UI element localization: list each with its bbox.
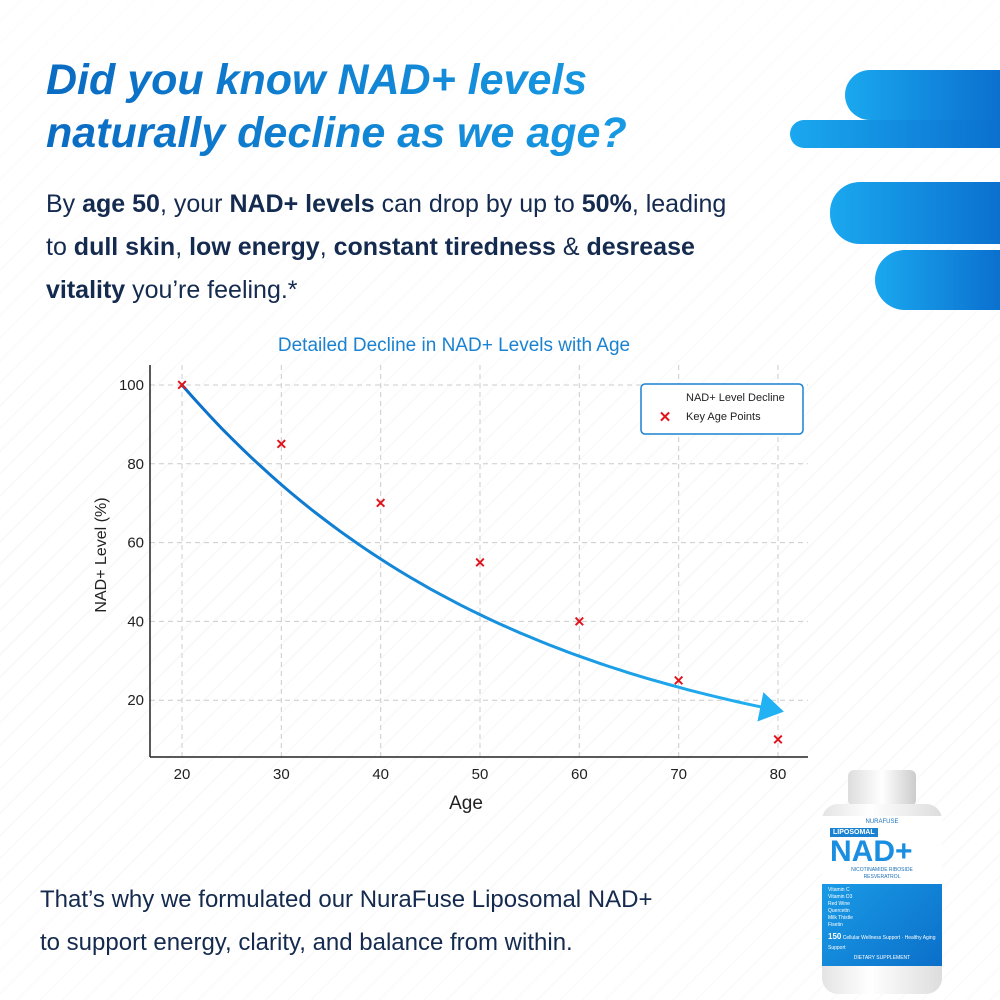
intro-bold: 50% [581,190,632,218]
y-axis-label: NAD+ Level (%) [93,497,110,612]
legend-label: NAD+ Level Decline [686,392,785,404]
intro-bold: NAD+ levels [229,190,375,218]
closing-line2: to support energy, clarity, and balance … [40,929,573,956]
y-tick-label: 80 [127,456,144,473]
x-tick-label: 60 [571,766,588,783]
intro-part: you’re feeling.* [125,276,298,304]
bottle-ingredients: Vitamin C Vitamin D3 Red Wine Quercetin Milk… [828,887,936,929]
bottle-claims: Cellular Wellness Support · Healthy Agin… [828,935,936,951]
bottle-subtitle: NICOTINAMIDE RIBOSIDE [851,867,913,873]
intro-bold: low energy [189,233,320,261]
x-tick-label: 80 [770,766,787,783]
x-tick-label: 30 [273,766,290,783]
y-tick-label: 40 [127,613,144,630]
bottle-ingredient: Vitamin C [828,887,850,893]
x-tick-label: 70 [670,766,687,783]
intro-part: , leading to [46,190,727,261]
bottle-ingredient: Milk Thistle [828,915,853,921]
data-point-key-age: ✕ [673,673,685,689]
bottle-ingredient: Fisetin [828,922,843,928]
intro-part: , [175,233,190,261]
y-tick-label: 100 [119,377,144,394]
y-tick-label: 60 [127,535,144,552]
decor-stripe [875,250,1000,310]
intro-bold: dull skin [73,233,176,261]
chart-title: Detailed Decline in NAD+ Levels with Age [278,335,630,356]
intro-part: , your [159,190,230,218]
series-line-nad-decline [180,384,784,722]
bottle-footer: DIETARY SUPPLEMENT [853,955,911,961]
intro-part: can drop by up to [374,190,582,218]
data-point-key-age: ✕ [772,732,784,748]
intro-bold: age 50 [82,190,160,218]
data-point-key-age: ✕ [573,613,585,629]
legend-box [640,383,804,435]
data-point-key-age: ✕ [275,436,287,452]
x-tick-label: 20 [174,766,191,783]
product-bottle: NURAFUSE LIPOSOMAL NAD+ NICOTINAMIDE RIB… [818,770,946,995]
bottle-ingredient: Vitamin D3 [828,894,853,900]
closing-text: That’s why we formulated our NuraFuse Li… [40,878,800,964]
bottle-subtitle: RESVERATROL [863,874,901,880]
intro-part: By [46,190,83,218]
bottle-badge: LIPOSOMAL [830,828,878,837]
bottle-ingredient: Quercetin [828,908,850,914]
bottle-ingredient: Red Wine [828,901,850,907]
y-tick-label: 20 [127,692,144,709]
decor-stripe [790,120,1000,148]
closing-line1: That’s why we formulated our NuraFuse Li… [40,886,653,913]
data-point-key-age: ✕ [375,495,387,511]
legend: NAD+ Level Decline ✕ Key Age Points [640,383,804,435]
decor-stripe [845,70,1000,120]
intro-part: & [555,233,587,261]
data-point-key-age: ✕ [176,377,188,393]
x-tick-label: 50 [472,766,489,783]
intro-bold: constant tiredness [333,233,556,261]
intro-part: , [319,233,334,261]
x-axis-label: Age [449,793,483,814]
bottle-brand: NURAFUSE [865,819,899,825]
bottle-product-name: NAD+ [830,835,913,868]
bottle-count: 150 [828,932,842,941]
intro-text: By age 50, your NAD+ levels can drop by … [46,183,746,312]
legend-x-swatch: ✕ [659,409,672,426]
data-point-key-age: ✕ [474,554,486,570]
x-tick-label: 40 [372,766,389,783]
decor-stripe [830,182,1000,244]
legend-label: Key Age Points [686,411,761,423]
intro-bold: desrease vitality [46,233,695,304]
